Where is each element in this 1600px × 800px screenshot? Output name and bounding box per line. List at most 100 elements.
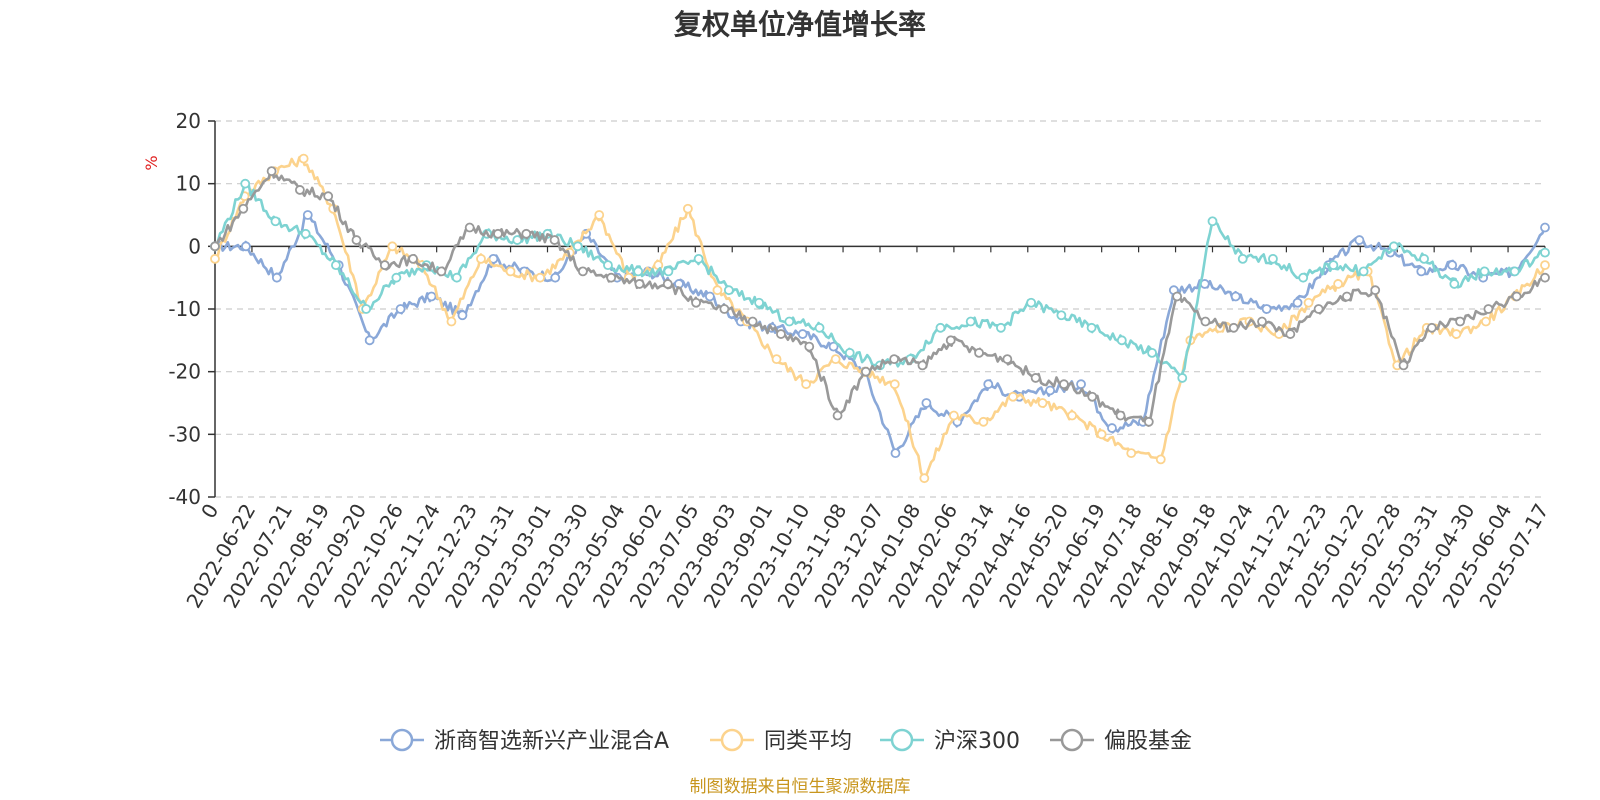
data-point xyxy=(512,235,523,245)
legend[interactable]: 浙商智选新兴产业混合A 同类平均 沪深300 偏股基金 xyxy=(380,728,1192,754)
data-point xyxy=(436,266,447,277)
data-point xyxy=(1333,279,1344,289)
series-line xyxy=(214,154,1547,480)
y-tick-label: -20 xyxy=(168,360,201,384)
data-point xyxy=(364,335,375,346)
legend-marker xyxy=(390,728,414,752)
data-point xyxy=(974,347,984,358)
data-point xyxy=(1237,253,1248,264)
legend-marker xyxy=(890,728,914,752)
data-point xyxy=(1107,423,1117,433)
y-axis: -40 -30 -20 -10 0 10 20 xyxy=(168,109,216,509)
data-point xyxy=(603,260,613,271)
data-point xyxy=(549,235,560,245)
data-point xyxy=(302,210,313,220)
data-point xyxy=(1268,253,1278,264)
data-point xyxy=(1126,448,1137,459)
legend-item[interactable]: 浙商智选新兴产业混合A xyxy=(380,728,669,754)
data-point xyxy=(917,360,928,371)
data-point xyxy=(1172,291,1183,302)
data-point xyxy=(754,297,764,308)
data-point xyxy=(505,266,516,277)
data-point xyxy=(1008,391,1018,402)
data-point xyxy=(408,253,418,264)
y-tick-label: 10 xyxy=(176,172,201,196)
data-point xyxy=(797,329,808,339)
data-point xyxy=(945,335,956,346)
data-point xyxy=(1096,429,1107,440)
data-point xyxy=(860,366,871,377)
legend-item[interactable]: 沪深300 xyxy=(880,728,1020,754)
x-tick-label: 0 xyxy=(196,500,223,523)
data-point xyxy=(1076,379,1086,390)
data-point xyxy=(464,222,475,233)
data-point xyxy=(948,410,959,421)
data-point xyxy=(1285,329,1296,339)
data-point xyxy=(1155,454,1166,465)
legend-label: 浙商智选新兴产业混合A xyxy=(434,729,669,754)
data-point xyxy=(493,228,503,239)
data-point xyxy=(1026,297,1037,308)
data-point xyxy=(1449,279,1460,289)
data-point xyxy=(1147,347,1157,358)
data-point xyxy=(535,272,546,283)
data-point xyxy=(1419,253,1429,264)
legend-label: 同类平均 xyxy=(764,729,852,754)
data-point xyxy=(391,272,402,283)
data-point xyxy=(1479,266,1490,277)
data-point xyxy=(663,266,674,277)
data-point xyxy=(1045,385,1056,396)
legend-item[interactable]: 偏股基金 xyxy=(1050,728,1192,754)
y-tick-label: 0 xyxy=(188,234,201,258)
y-axis-unit: % xyxy=(142,155,161,170)
data-point xyxy=(1354,235,1365,245)
data-point xyxy=(270,216,281,227)
data-point xyxy=(634,279,645,289)
data-point xyxy=(771,354,782,365)
data-point xyxy=(1358,266,1369,277)
data-point xyxy=(210,241,220,252)
data-point xyxy=(1087,391,1098,402)
data-point xyxy=(801,379,812,390)
data-point xyxy=(828,341,839,352)
data-point xyxy=(1030,373,1041,383)
data-point xyxy=(331,260,341,271)
data-point xyxy=(446,316,457,327)
data-point xyxy=(1426,322,1437,333)
data-point xyxy=(1143,416,1154,427)
source-note: 制图数据来自恒生聚源数据库 xyxy=(690,777,911,797)
data-point xyxy=(426,291,437,302)
data-point xyxy=(1313,304,1324,314)
data-point xyxy=(889,354,900,365)
y-tick-label: 20 xyxy=(176,109,201,133)
data-point xyxy=(719,304,730,314)
data-point xyxy=(1540,260,1550,271)
data-point xyxy=(457,310,468,321)
data-point xyxy=(1207,216,1218,227)
legend-label: 偏股基金 xyxy=(1104,729,1192,754)
data-point xyxy=(691,297,701,308)
data-point xyxy=(395,304,406,314)
data-point xyxy=(1298,272,1309,283)
legend-marker xyxy=(1060,728,1084,752)
data-point xyxy=(379,260,390,271)
data-point xyxy=(1228,322,1239,333)
data-point xyxy=(1342,291,1352,302)
data-point xyxy=(1177,373,1188,383)
data-point xyxy=(1116,335,1127,346)
legend-item[interactable]: 同类平均 xyxy=(710,728,852,754)
data-point xyxy=(594,210,605,220)
data-point xyxy=(832,410,843,421)
data-point xyxy=(1303,297,1314,308)
data-point xyxy=(1388,241,1399,252)
series-line xyxy=(213,179,1546,377)
data-point xyxy=(271,272,282,283)
data-point xyxy=(830,354,841,365)
data-point xyxy=(983,379,994,390)
data-point xyxy=(572,241,583,252)
data-point xyxy=(921,398,932,408)
data-point xyxy=(1483,304,1494,314)
data-point xyxy=(1416,266,1427,277)
data-point xyxy=(266,166,277,177)
data-point xyxy=(890,448,901,459)
